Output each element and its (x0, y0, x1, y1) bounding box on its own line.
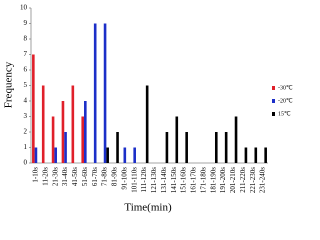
x-tick-label: 201-210s (229, 167, 237, 193)
bar (41, 85, 45, 163)
bar (234, 116, 238, 163)
bar (224, 132, 228, 163)
bar (254, 147, 258, 163)
x-tick-label: 141-150s (170, 167, 178, 193)
bar (64, 132, 67, 163)
x-tick-label: 161-170s (190, 167, 198, 193)
bar (34, 147, 38, 163)
x-tick-label: 131-140s (160, 167, 168, 193)
x-tick-label: 61-70s (91, 167, 99, 186)
x-tick-label: 191-200s (219, 167, 227, 193)
bar (81, 116, 85, 163)
x-tick-label: 31-40s (61, 167, 69, 186)
legend-swatch (272, 112, 275, 116)
bar (116, 132, 119, 163)
y-tick-label: 6 (24, 66, 28, 74)
y-tick-label: 0 (24, 159, 28, 167)
bar (244, 147, 248, 163)
x-tick-label: 51-60s (81, 167, 89, 186)
y-tick-label: 5 (24, 81, 28, 89)
bar (123, 147, 127, 163)
x-tick-label: 231-240s (259, 167, 267, 193)
x-tick-label: 121-130s (150, 167, 158, 193)
x-tick-label: 221-230s (249, 167, 257, 193)
bar (103, 23, 107, 163)
y-tick-label: 1 (24, 143, 28, 151)
y-tick-label: 7 (24, 50, 28, 58)
x-tick-label: 181-190s (209, 167, 217, 193)
bar (264, 147, 267, 163)
bar (84, 101, 87, 163)
x-tick-label: 1-10s (32, 167, 40, 183)
y-tick-label: 8 (24, 35, 28, 43)
bar (165, 132, 169, 163)
bar (185, 132, 188, 163)
bar (54, 147, 57, 163)
bar (93, 23, 97, 163)
bar (214, 132, 218, 163)
y-axis-title: Frequency (3, 61, 15, 108)
x-tick-label: 111-120s (140, 167, 148, 193)
legend-swatch (272, 86, 275, 90)
x-tick-label: 21-30s (51, 167, 59, 186)
x-tick-label: 171-180s (199, 167, 207, 193)
y-tick-label: 3 (24, 112, 28, 120)
legend-label: 15℃ (278, 111, 291, 117)
legend-swatch (272, 99, 275, 103)
x-tick-label: 41-50s (71, 167, 79, 186)
bar (61, 101, 65, 163)
chart: Time(min) Frequency 0 1 2 3 4 5 6 7 8 9 10 1-10s 11-… (3, 4, 293, 214)
x-tick-label: 101-110s (130, 167, 138, 193)
bar (106, 147, 109, 163)
x-tick-label: 11-20s (41, 167, 49, 186)
bar (32, 54, 35, 163)
y-tick-label: 2 (24, 128, 28, 136)
x-tick-label: 211-220s (239, 167, 247, 193)
x-tick-label: 151-160s (180, 167, 188, 193)
bar (71, 85, 75, 163)
bar (51, 116, 55, 163)
x-tick-label: 91-100s (120, 167, 128, 190)
bar (133, 147, 136, 163)
x-axis-title: Time(min) (124, 202, 172, 214)
y-tick-label: 10 (20, 4, 28, 12)
y-tick-label: 4 (24, 97, 28, 105)
x-tick-label: 81-90s (111, 167, 119, 186)
bar (145, 85, 149, 163)
legend-label: -30℃ (278, 85, 293, 91)
x-tick-label: 71-80s (101, 167, 109, 186)
bar (175, 116, 179, 163)
y-tick-label: 9 (24, 19, 28, 27)
legend-label: -20℃ (278, 98, 293, 104)
